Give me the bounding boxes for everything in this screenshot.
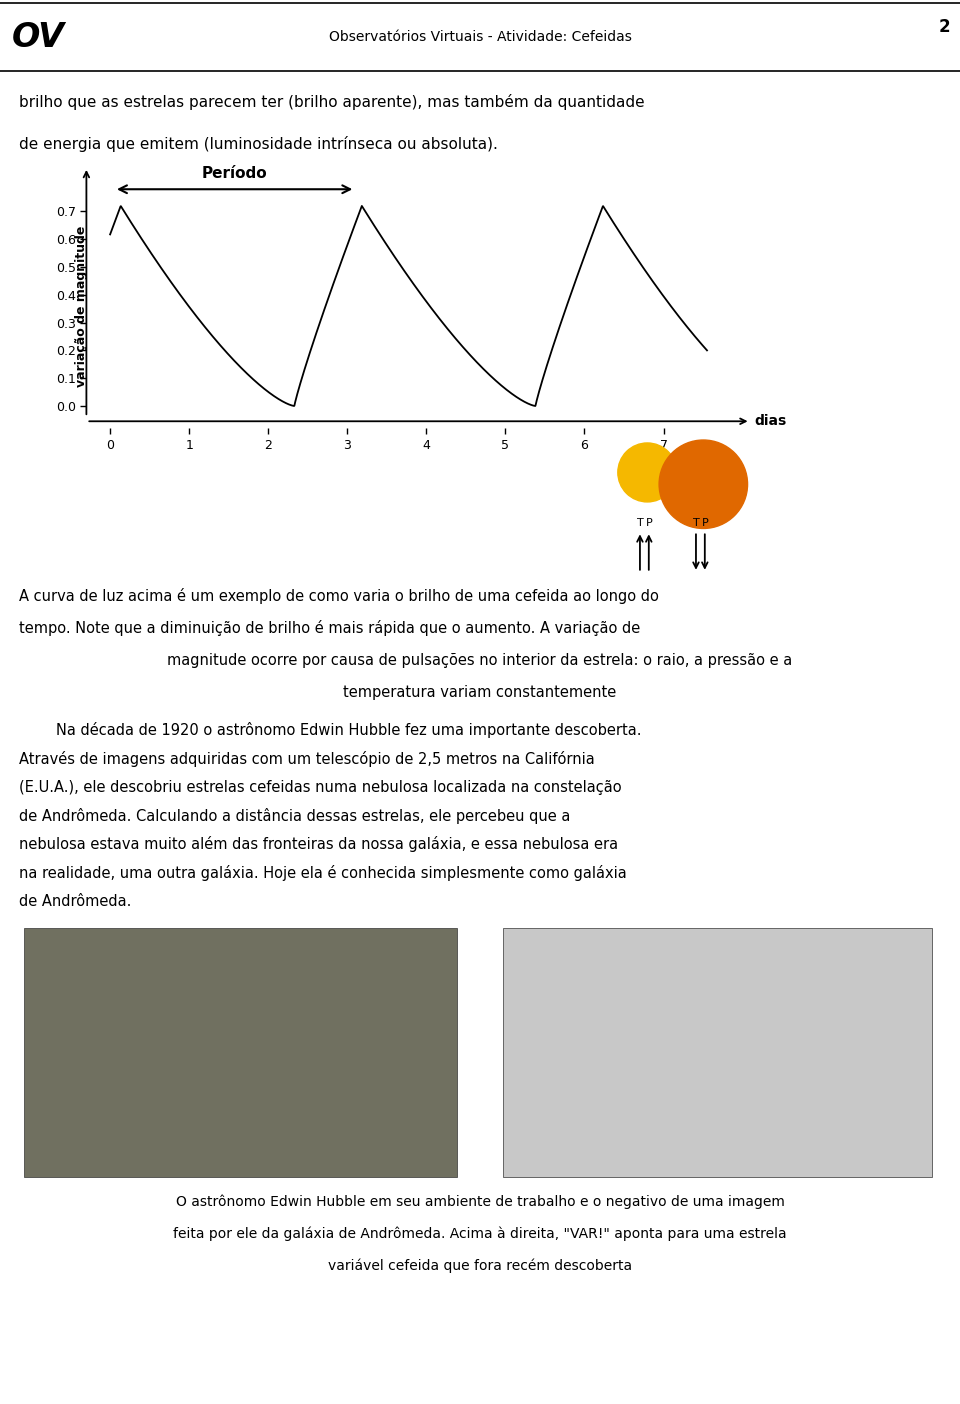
Text: Na década de 1920 o astrônomo Edwin Hubble fez uma importante descoberta.: Na década de 1920 o astrônomo Edwin Hubb…	[56, 722, 641, 739]
Text: tempo. Note que a diminuição de brilho é mais rápida que o aumento. A variação d: tempo. Note que a diminuição de brilho é…	[19, 621, 640, 636]
Text: de energia que emitem (luminosidade intrínseca ou absoluta).: de energia que emitem (luminosidade intr…	[19, 136, 498, 152]
Text: de Andrômeda. Calculando a distância dessas estrelas, ele percebeu que a: de Andrômeda. Calculando a distância des…	[19, 807, 570, 824]
Text: temperatura variam constantemente: temperatura variam constantemente	[344, 685, 616, 701]
Text: variação de magnitude: variação de magnitude	[75, 225, 88, 386]
Text: brilho que as estrelas parecem ter (brilho aparente), mas também da quantidade: brilho que as estrelas parecem ter (bril…	[19, 94, 645, 110]
Text: feita por ele da galáxia de Andrômeda. Acima à direita, "VAR!" aponta para uma e: feita por ele da galáxia de Andrômeda. A…	[173, 1227, 787, 1241]
Text: de Andrômeda.: de Andrômeda.	[19, 894, 132, 908]
Text: O astrônomo Edwin Hubble em seu ambiente de trabalho e o negativo de uma imagem: O astrônomo Edwin Hubble em seu ambiente…	[176, 1195, 784, 1209]
Text: A curva de luz acima é um exemplo de como varia o brilho de uma cefeida ao longo: A curva de luz acima é um exemplo de com…	[19, 588, 660, 604]
Circle shape	[660, 439, 748, 528]
Text: na realidade, uma outra galáxia. Hoje ela é conhecida simplesmente como galáxia: na realidade, uma outra galáxia. Hoje el…	[19, 865, 627, 880]
Text: P: P	[645, 518, 652, 528]
Text: variável cefeida que fora recém descoberta: variável cefeida que fora recém descober…	[328, 1258, 632, 1273]
Text: Período: Período	[202, 166, 268, 181]
Text: OV: OV	[12, 21, 65, 53]
Text: T: T	[692, 518, 699, 528]
Text: Através de imagens adquiridas com um telescópio de 2,5 metros na Califórnia: Através de imagens adquiridas com um tel…	[19, 751, 595, 767]
Text: T: T	[636, 518, 643, 528]
Bar	[503, 928, 931, 1177]
Circle shape	[618, 444, 677, 503]
Bar	[24, 928, 457, 1177]
Text: magnitude ocorre por causa de pulsações no interior da estrela: o raio, a pressã: magnitude ocorre por causa de pulsações …	[167, 653, 793, 668]
Text: dias: dias	[755, 414, 786, 428]
Text: nebulosa estava muito além das fronteiras da nossa galáxia, e essa nebulosa era: nebulosa estava muito além das fronteira…	[19, 837, 618, 852]
Text: Observatórios Virtuais - Atividade: Cefeidas: Observatórios Virtuais - Atividade: Cefe…	[328, 29, 632, 44]
Text: (E.U.A.), ele descobriu estrelas cefeidas numa nebulosa localizada na constelaçã: (E.U.A.), ele descobriu estrelas cefeida…	[19, 779, 622, 795]
Text: P: P	[702, 518, 708, 528]
Text: 2: 2	[938, 18, 950, 37]
